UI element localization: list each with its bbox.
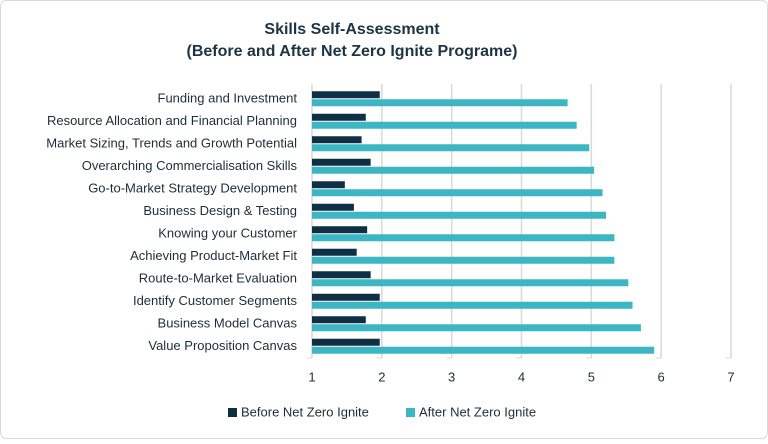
bar — [312, 226, 368, 234]
y-tick-label: Knowing your Customer — [158, 226, 297, 241]
bar — [312, 136, 362, 144]
bar — [312, 158, 371, 166]
x-tick-label: 2 — [378, 369, 385, 384]
bar — [312, 121, 577, 129]
bar — [312, 271, 371, 279]
y-tick-label: Market Sizing, Trends and Growth Potenti… — [46, 136, 297, 151]
bar — [312, 181, 345, 189]
x-tick-label: 6 — [658, 369, 665, 384]
y-tick-label: Overarching Commercialisation Skills — [82, 158, 298, 173]
y-tick-label: Business Design & Testing — [143, 203, 297, 218]
y-tick-label: Go-to-Market Strategy Development — [88, 181, 297, 196]
y-tick-label: Achieving Product-Market Fit — [130, 248, 297, 263]
bar — [312, 346, 655, 354]
chart-title: Skills Self-Assessment — [264, 21, 440, 38]
legend-label: Before Net Zero Ignite — [241, 404, 369, 419]
bar — [312, 338, 380, 346]
chart-subtitle: (Before and After Net Zero Ignite Progra… — [186, 43, 517, 60]
bar — [312, 234, 615, 242]
x-tick-label: 3 — [448, 369, 455, 384]
y-tick-label: Route-to-Market Evaluation — [139, 271, 297, 286]
bar — [312, 301, 633, 309]
bar — [312, 293, 380, 301]
x-tick-label: 4 — [518, 369, 525, 384]
legend-swatch — [228, 408, 237, 417]
bar — [312, 99, 568, 107]
bar — [312, 166, 595, 174]
bar — [312, 144, 590, 152]
bar — [312, 256, 615, 264]
y-tick-label: Business Model Canvas — [158, 316, 298, 331]
bar — [312, 189, 603, 197]
x-tick-label: 5 — [588, 369, 595, 384]
y-tick-label: Resource Allocation and Financial Planni… — [47, 113, 297, 128]
bar — [312, 324, 641, 332]
bar — [312, 248, 357, 256]
bar — [312, 316, 366, 324]
y-tick-label: Funding and Investment — [158, 91, 298, 106]
legend-label: After Net Zero Ignite — [419, 404, 536, 419]
x-tick-label: 7 — [727, 369, 734, 384]
legend-swatch — [406, 408, 415, 417]
bar — [312, 91, 380, 99]
y-tick-label: Identify Customer Segments — [133, 293, 298, 308]
bar — [312, 211, 606, 219]
x-tick-label: 1 — [308, 369, 315, 384]
bar — [312, 113, 366, 121]
bar — [312, 279, 629, 287]
y-tick-label: Value Proposition Canvas — [148, 338, 297, 353]
bar — [312, 203, 354, 211]
